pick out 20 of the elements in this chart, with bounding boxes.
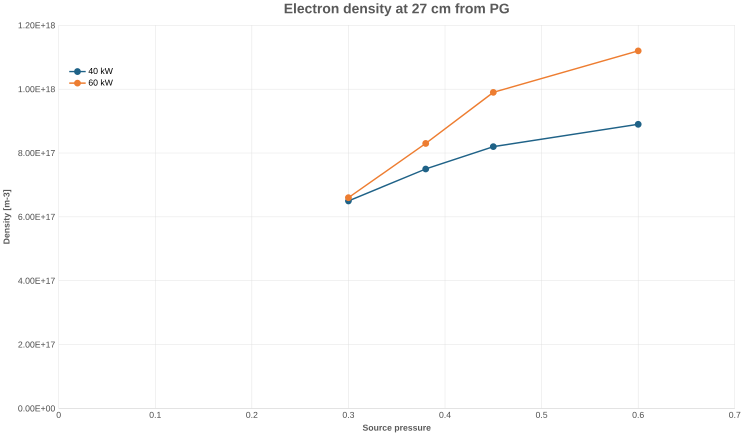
x-tick-label: 0.5 (536, 412, 548, 418)
x-tick-label: 0.6 (632, 412, 644, 418)
y-tick-label: 4.00E+17 (18, 278, 55, 284)
x-tick-label: 0.2 (246, 412, 258, 418)
x-axis-title: Source pressure (362, 424, 431, 433)
x-tick-label: 0.3 (342, 412, 354, 418)
legend-label: 60 kW (88, 79, 113, 86)
y-tick-label: 0.00E+00 (18, 406, 55, 412)
legend-label: 40 kW (88, 68, 113, 74)
y-tick-label: 1.00E+18 (18, 86, 55, 92)
x-tick-label: 0.4 (439, 412, 451, 418)
x-tick-label: 0 (56, 412, 61, 418)
x-tick-label: 0.1 (150, 412, 161, 418)
y-tick-label: 1.20E+18 (18, 22, 55, 29)
y-axis-title: Density [m-3] (3, 190, 12, 244)
y-tick-label: 2.00E+17 (18, 342, 55, 348)
y-tick-label: 8.00E+17 (18, 150, 55, 156)
y-tick-label: 6.00E+17 (18, 214, 55, 220)
x-tick-label: 0.7 (729, 412, 740, 418)
chart-title: Electron density at 27 cm from PG (284, 3, 509, 16)
